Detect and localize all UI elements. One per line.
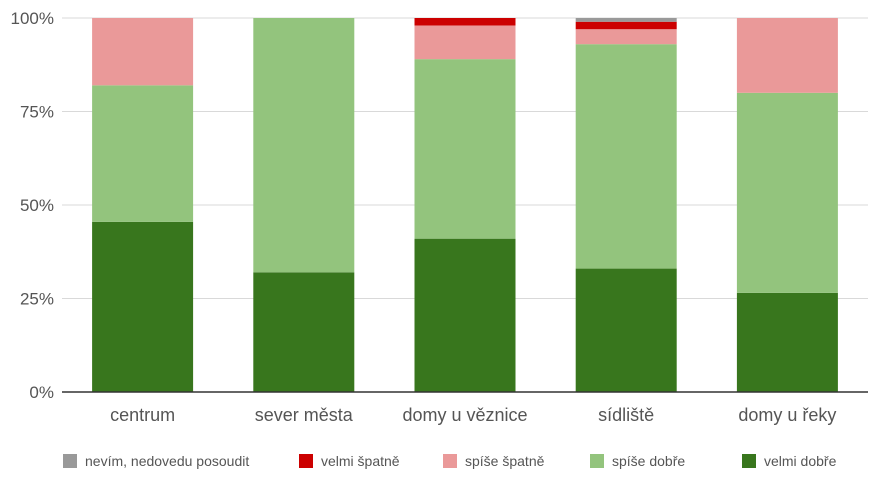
bar-segment xyxy=(92,85,194,222)
bar-segment xyxy=(253,18,355,273)
bar-segment xyxy=(575,18,677,22)
bar-segment xyxy=(414,238,516,392)
bar-segment xyxy=(92,221,194,392)
bar-segment xyxy=(253,272,355,392)
legend-label: spíše dobře xyxy=(612,453,685,469)
legend-label: velmi dobře xyxy=(764,453,837,469)
y-tick-label: 25% xyxy=(20,290,54,309)
x-tick-label: sever města xyxy=(255,405,354,425)
x-tick-label: domy u řeky xyxy=(738,405,836,425)
y-tick-label: 100% xyxy=(11,9,54,28)
bar-segment xyxy=(414,59,516,239)
legend-label: velmi špatně xyxy=(321,453,400,469)
bar-segment xyxy=(575,29,677,45)
y-tick-label: 0% xyxy=(29,383,54,402)
x-tick-label: domy u věznice xyxy=(402,405,527,425)
bar-segment xyxy=(736,18,838,93)
axes: 0% 25% 50% 75% 100% centrum sever města domy u … xyxy=(11,9,868,425)
legend-swatch xyxy=(742,454,756,468)
bar-segment xyxy=(575,21,677,30)
x-tick-label: centrum xyxy=(110,405,175,425)
legend-swatch xyxy=(443,454,457,468)
legend-swatch xyxy=(63,454,77,468)
bar-segment xyxy=(736,292,838,392)
legend-swatch xyxy=(590,454,604,468)
y-tick-label: 75% xyxy=(20,103,54,122)
bar-segment xyxy=(575,268,677,392)
x-tick-label: sídliště xyxy=(598,405,654,425)
bar-segment xyxy=(414,25,516,60)
bar-segment xyxy=(414,18,516,26)
bar-segment xyxy=(575,44,677,269)
legend-swatch xyxy=(299,454,313,468)
y-tick-label: 50% xyxy=(20,196,54,215)
legend: nevím, nedovedu posoudit velmi špatně spíš… xyxy=(63,453,837,469)
bar-segment xyxy=(736,92,838,293)
bar-segment xyxy=(92,18,194,86)
bars xyxy=(92,18,838,392)
legend-label: nevím, nedovedu posoudit xyxy=(85,453,249,469)
legend-label: spíše špatně xyxy=(465,453,545,469)
